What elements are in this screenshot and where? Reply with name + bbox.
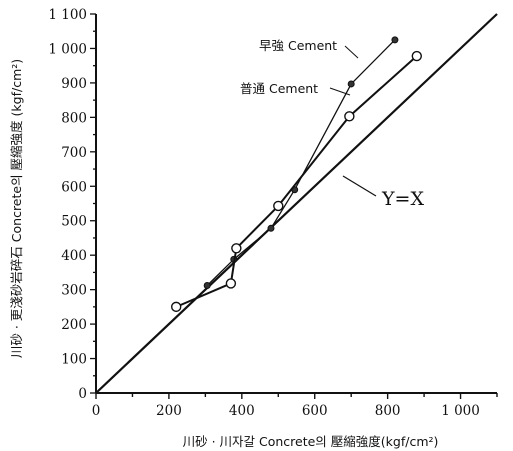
data-point-open xyxy=(170,301,182,313)
data-point-open xyxy=(225,278,237,289)
y-tick-label: 900 xyxy=(61,76,87,92)
y-tick-label: 700 xyxy=(61,145,87,161)
y-axis-title: 川砂 · 更淺砂岩碎石 Concrete의 壓縮強度 (kgf/cm²) xyxy=(9,59,24,358)
y-tick-label: 600 xyxy=(61,179,87,195)
y-tick-label: 200 xyxy=(61,317,87,333)
x-axis-title: 川砂 · 川자갈 Concrete의 壓縮強度(kgf/cm²) xyxy=(183,434,439,449)
data-point-filled xyxy=(347,80,355,88)
series-layer xyxy=(170,36,422,313)
series-label-leader-0 xyxy=(344,45,359,59)
x-tick-label: 800 xyxy=(375,403,401,419)
y-axis-ticks: 0 100 200 300 400 500 600 700 800 900 1 000 1 100 xyxy=(48,7,96,402)
data-point-filled xyxy=(203,282,211,290)
x-axis-ticks: 0 200 400 600 800 1 000 xyxy=(92,393,498,419)
series-label-leader-1 xyxy=(329,87,351,96)
data-point-filled xyxy=(391,36,399,44)
x-tick-label: 200 xyxy=(156,403,182,419)
series-label-early-strength-cement: 早強 Cement xyxy=(259,38,337,53)
reference-line-y-equals-x xyxy=(95,13,498,394)
y-tick-label: 0 xyxy=(78,386,87,402)
y-tick-label: 1 000 xyxy=(48,41,87,57)
reference-line-layer xyxy=(95,13,498,394)
data-point-open xyxy=(411,50,422,62)
data-point-filled xyxy=(267,224,275,232)
x-tick-label: 1 000 xyxy=(441,403,480,419)
y-tick-label: 400 xyxy=(61,248,87,264)
data-point-open xyxy=(231,243,242,254)
y-tick-label: 1 100 xyxy=(48,7,87,23)
series-line-0 xyxy=(206,39,396,286)
y-tick-label: 300 xyxy=(61,283,87,299)
label-layer: 川砂 · 川자갈 Concrete의 壓縮強度(kgf/cm²) 川砂 · 更淺… xyxy=(9,38,438,449)
data-point-open xyxy=(273,200,284,212)
x-tick-label: 600 xyxy=(302,403,328,419)
series-line-1 xyxy=(175,55,418,308)
y-tick-label: 100 xyxy=(61,352,87,368)
data-point-open xyxy=(344,111,355,122)
series-label-normal-cement: 普通 Cement xyxy=(240,81,318,96)
x-tick-label: 0 xyxy=(92,403,101,419)
y-tick-label: 500 xyxy=(61,214,87,230)
reference-label-leader xyxy=(342,175,377,197)
reference-line-label: Y=X xyxy=(381,188,424,210)
y-tick-label: 800 xyxy=(61,110,87,126)
x-tick-label: 400 xyxy=(229,403,255,419)
